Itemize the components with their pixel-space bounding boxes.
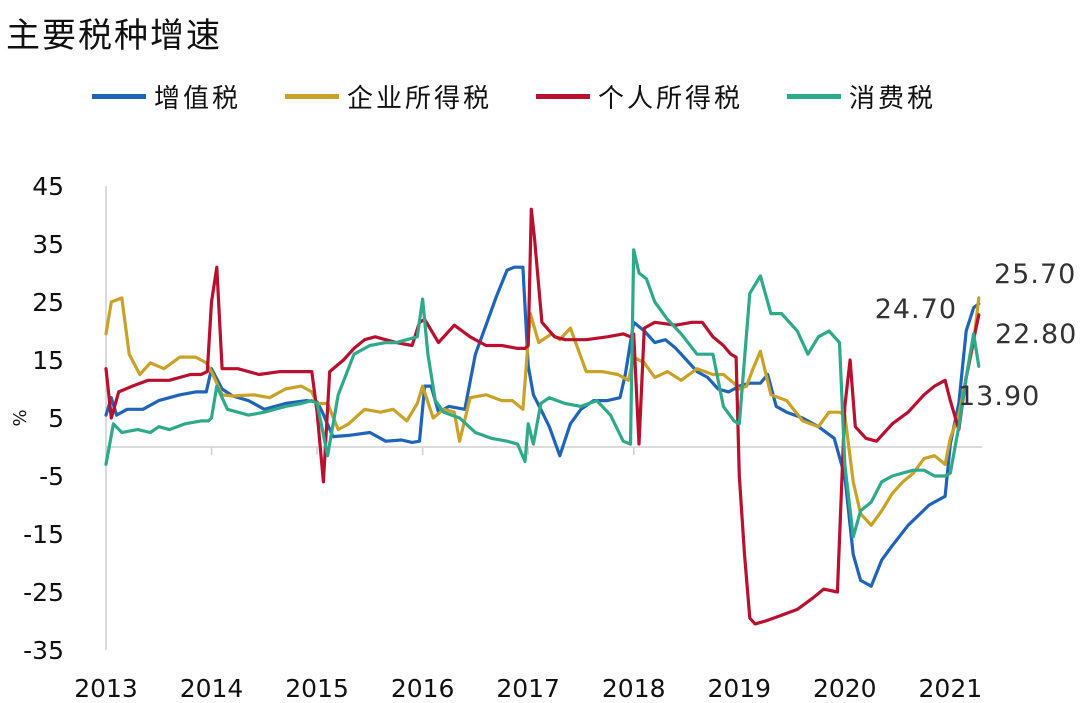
x-tick-label: 2016 [391, 674, 455, 703]
legend-swatch-consumption-tax [787, 94, 842, 99]
x-tick-label: 2019 [707, 674, 771, 703]
y-tick-label: 25 [32, 288, 64, 317]
series-lines [104, 207, 981, 626]
legend-item-personal-income-tax: 个人所得税 [536, 78, 743, 115]
end-value-label: 22.80 [995, 319, 1077, 350]
chart-title: 主要税种增速 [6, 16, 222, 56]
legend-swatch-vat [92, 94, 146, 99]
legend: 增值税 企业所得税 个人所得税 消费税 [92, 78, 980, 115]
legend-item-corporate-income-tax: 企业所得税 [285, 78, 492, 115]
legend-label-vat: 增值税 [154, 84, 242, 114]
legend-item-consumption-tax: 消费税 [787, 78, 936, 115]
y-tick-label: -15 [23, 520, 64, 549]
y-tick-label: 35 [32, 230, 64, 259]
y-tick-label: 15 [32, 346, 64, 375]
axes: 45 35 25 15 5 -5 -15 -25 -35 2013 2014 2015 2016 2017… [23, 172, 982, 703]
end-value-label: 25.70 [994, 259, 1076, 290]
y-tick-label: -5 [39, 462, 64, 491]
end-value-label: 24.70 [875, 294, 957, 325]
legend-item-vat: 增值税 [92, 78, 241, 115]
legend-label-corporate-income-tax: 企业所得税 [347, 84, 493, 114]
x-tick-label: 2014 [180, 674, 244, 703]
x-tick-label: 2017 [496, 674, 560, 703]
x-tick-label: 2021 [919, 674, 983, 703]
legend-label-personal-income-tax: 个人所得税 [598, 84, 744, 114]
series-line-3 [104, 248, 981, 539]
x-tick-label: 2018 [602, 674, 666, 703]
y-tick-label: -35 [23, 636, 64, 665]
end-value-label: 13.90 [958, 381, 1040, 412]
y-tick-label: 45 [32, 172, 64, 201]
series-line-2 [104, 207, 981, 626]
legend-swatch-corporate-income-tax [285, 94, 340, 99]
x-tick-label: 2020 [813, 674, 877, 703]
legend-swatch-personal-income-tax [536, 94, 591, 99]
y-axis-unit: % [10, 409, 31, 426]
legend-label-consumption-tax: 消费税 [849, 84, 937, 114]
x-tick-label: 2015 [285, 674, 349, 703]
end-labels: 25.70 24.70 22.80 13.90 [875, 259, 1077, 412]
y-tick-label: 5 [48, 404, 64, 433]
x-tick-label: 2013 [74, 674, 138, 703]
y-tick-label: -25 [23, 578, 64, 607]
